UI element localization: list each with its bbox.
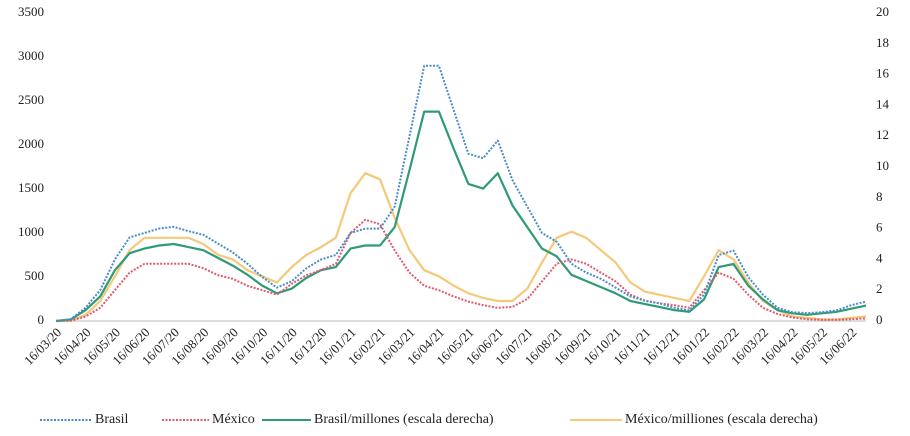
- y2-tick-label: 2: [876, 281, 883, 296]
- series-line: [55, 110, 867, 323]
- legend-label: Brasil: [95, 412, 129, 427]
- y2-tick-label: 4: [876, 250, 883, 265]
- y2-tick-label: 16: [876, 66, 890, 81]
- y-tick-label: 2500: [18, 92, 44, 107]
- y2-tick-label: 14: [876, 96, 890, 111]
- series-line: [55, 64, 867, 322]
- y2-tick-label: 10: [876, 158, 889, 173]
- y-tick-label: 500: [25, 268, 45, 283]
- y2-tick-label: 0: [876, 312, 883, 327]
- y-tick-label: 3500: [18, 4, 44, 19]
- y2-tick-label: 6: [876, 220, 883, 235]
- y-tick-label: 3000: [18, 48, 44, 63]
- y2-tick-label: 18: [876, 35, 889, 50]
- y2-tick-label: 8: [876, 189, 883, 204]
- y2-tick-label: 12: [876, 127, 889, 142]
- y-tick-label: 2000: [18, 136, 44, 151]
- y-tick-label: 1000: [18, 224, 44, 239]
- legend-label: México: [212, 412, 255, 427]
- legend-label: México/milliones (escala derecha): [625, 412, 818, 427]
- y2-tick-label: 20: [876, 4, 889, 19]
- legend-label: Brasil/millones (escala derecha): [314, 412, 494, 427]
- series-line: [56, 172, 867, 323]
- series-line: [55, 218, 867, 322]
- y-tick-label: 0: [38, 312, 45, 327]
- y-tick-label: 1500: [18, 180, 44, 195]
